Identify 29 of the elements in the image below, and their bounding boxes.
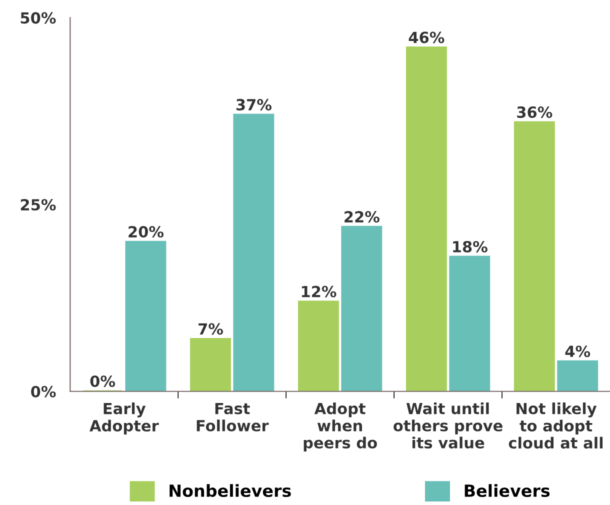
- bar: [298, 300, 339, 392]
- data-label: 46%: [408, 32, 444, 44]
- data-label: 7%: [198, 323, 223, 335]
- bar: [190, 338, 231, 392]
- data-label: 12%: [302, 286, 336, 298]
- y-tick-label: 25%: [20, 198, 56, 211]
- y-tick-label: 0%: [31, 386, 56, 398]
- data-label: 0%: [90, 375, 116, 388]
- data-label: 37%: [236, 98, 272, 110]
- data-label: 36%: [517, 106, 552, 118]
- bar: [449, 256, 490, 392]
- data-label: 22%: [344, 211, 380, 223]
- data-label: 18%: [453, 240, 488, 252]
- bar: [233, 114, 274, 392]
- bar: [557, 360, 598, 392]
- x-tick-label: Not likely to adopt cloud at all: [508, 402, 603, 449]
- bar: [406, 46, 447, 392]
- x-tick-label: Early Adopter: [90, 402, 159, 434]
- bar: [125, 240, 166, 392]
- bar: [514, 121, 555, 392]
- legend-label: Believers: [464, 484, 550, 498]
- x-tick-label: Wait until others prove its value: [394, 402, 502, 449]
- bar: [341, 226, 382, 392]
- legend-label: Nonbelievers: [170, 484, 291, 498]
- x-tick-label: Fast Follower: [196, 402, 269, 432]
- y-tick-label: 50%: [20, 12, 56, 24]
- x-tick-label: Adopt when peers do: [304, 402, 377, 452]
- data-label: 4%: [565, 346, 590, 358]
- data-label: 20%: [128, 226, 164, 238]
